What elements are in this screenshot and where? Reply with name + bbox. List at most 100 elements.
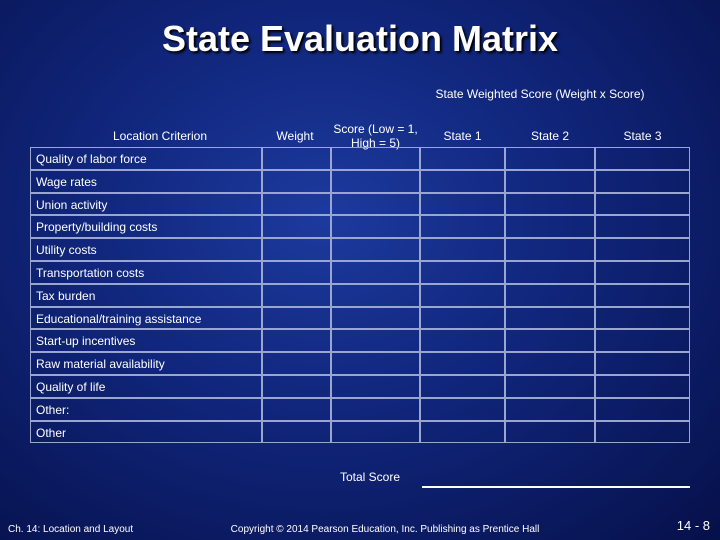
table-cell — [505, 261, 595, 284]
row-label: Raw material availability — [36, 357, 165, 372]
table-cell — [262, 352, 331, 375]
table-cell — [595, 283, 690, 307]
table-cell — [420, 147, 505, 170]
footer-copyright: Copyright © 2014 Pearson Education, Inc.… — [230, 524, 540, 535]
table-cell — [262, 329, 331, 353]
table-cell — [505, 147, 595, 170]
column-header: State 1 — [443, 129, 482, 143]
table-cell — [30, 375, 262, 398]
table-cell — [595, 215, 690, 239]
footer-left: Ch. 14: Location and Layout — [8, 524, 134, 535]
table-cell — [331, 283, 420, 307]
page-number: 14 - 8 — [676, 518, 710, 533]
table-cell — [595, 306, 690, 330]
column-header: Weight — [276, 129, 314, 143]
table-cell — [420, 306, 505, 330]
row-label: Other: — [36, 402, 70, 417]
table-cell — [331, 306, 420, 330]
table-cell — [30, 329, 262, 353]
table-cell — [331, 329, 420, 353]
table-cell — [420, 375, 505, 398]
table-cell — [420, 169, 505, 193]
table-cell — [420, 215, 505, 239]
table-cell — [30, 238, 262, 261]
table-cell — [595, 261, 690, 284]
group-label: State Weighted Score (Weight x Score) — [435, 87, 645, 101]
table-cell — [331, 192, 420, 216]
table-cell — [595, 375, 690, 398]
table-cell — [331, 397, 420, 421]
table-cell — [595, 397, 690, 421]
row-label: Transportation costs — [36, 266, 145, 280]
row-label: Other — [36, 425, 67, 440]
total-line — [422, 486, 690, 488]
table-cell — [30, 397, 262, 421]
table-cell — [420, 261, 505, 284]
table-cell — [505, 375, 595, 398]
total-label: Total Score — [339, 470, 401, 484]
table-cell — [30, 215, 262, 239]
table-cell — [262, 283, 331, 307]
column-header: State 2 — [530, 129, 570, 143]
row-label: Start-up incentives — [36, 334, 136, 349]
table-cell — [595, 169, 690, 193]
table-cell — [505, 283, 595, 307]
table-cell — [30, 420, 262, 444]
table-cell — [595, 420, 690, 444]
table-cell — [30, 169, 262, 193]
row-label: Property/building costs — [36, 220, 158, 235]
table-cell — [331, 238, 420, 261]
row-label: Educational/training assistance — [36, 311, 202, 326]
table-cell — [420, 352, 505, 375]
table-cell — [331, 169, 420, 193]
table-cell — [420, 329, 505, 353]
column-header: Location Criterion — [112, 129, 208, 143]
table-cell — [262, 261, 331, 284]
table-cell — [262, 238, 331, 261]
column-header: State 3 — [623, 129, 662, 143]
table-cell — [30, 192, 262, 216]
column-header: Score (Low = 1, High = 5) — [333, 122, 418, 150]
table-cell — [262, 192, 331, 216]
table-cell — [420, 192, 505, 216]
table-cell — [505, 329, 595, 353]
table-cell — [262, 215, 331, 239]
table-cell — [262, 397, 331, 421]
table-cell — [595, 352, 690, 375]
table-cell — [505, 215, 595, 239]
table-cell — [505, 420, 595, 444]
table-cell — [505, 352, 595, 375]
table-cell — [420, 397, 505, 421]
row-label: Utility costs — [36, 243, 97, 258]
table-cell — [262, 420, 331, 444]
table-cell — [331, 352, 420, 375]
table-cell — [595, 329, 690, 353]
table-cell — [505, 306, 595, 330]
slide-title: State Evaluation Matrix — [161, 18, 559, 59]
row-label: Quality of labor force — [36, 152, 147, 166]
row-label: Quality of life — [36, 380, 106, 394]
table-cell — [331, 420, 420, 444]
table-cell — [262, 306, 331, 330]
row-label: Wage rates — [36, 174, 97, 189]
table-cell — [30, 283, 262, 307]
table-cell — [30, 306, 262, 330]
row-label: Tax burden — [36, 288, 96, 303]
table-cell — [420, 238, 505, 261]
table-cell — [331, 375, 420, 398]
table-cell — [30, 352, 262, 375]
table-cell — [262, 375, 331, 398]
table-cell — [420, 420, 505, 444]
row-label: Union activity — [36, 197, 108, 212]
table-cell — [331, 147, 420, 170]
table-cell — [420, 283, 505, 307]
table-cell — [505, 238, 595, 261]
table-cell — [595, 147, 690, 170]
table-cell — [595, 238, 690, 261]
table-cell — [505, 397, 595, 421]
table-cell — [262, 169, 331, 193]
table-cell — [331, 261, 420, 284]
table-cell — [505, 169, 595, 193]
table-cell — [30, 261, 262, 284]
